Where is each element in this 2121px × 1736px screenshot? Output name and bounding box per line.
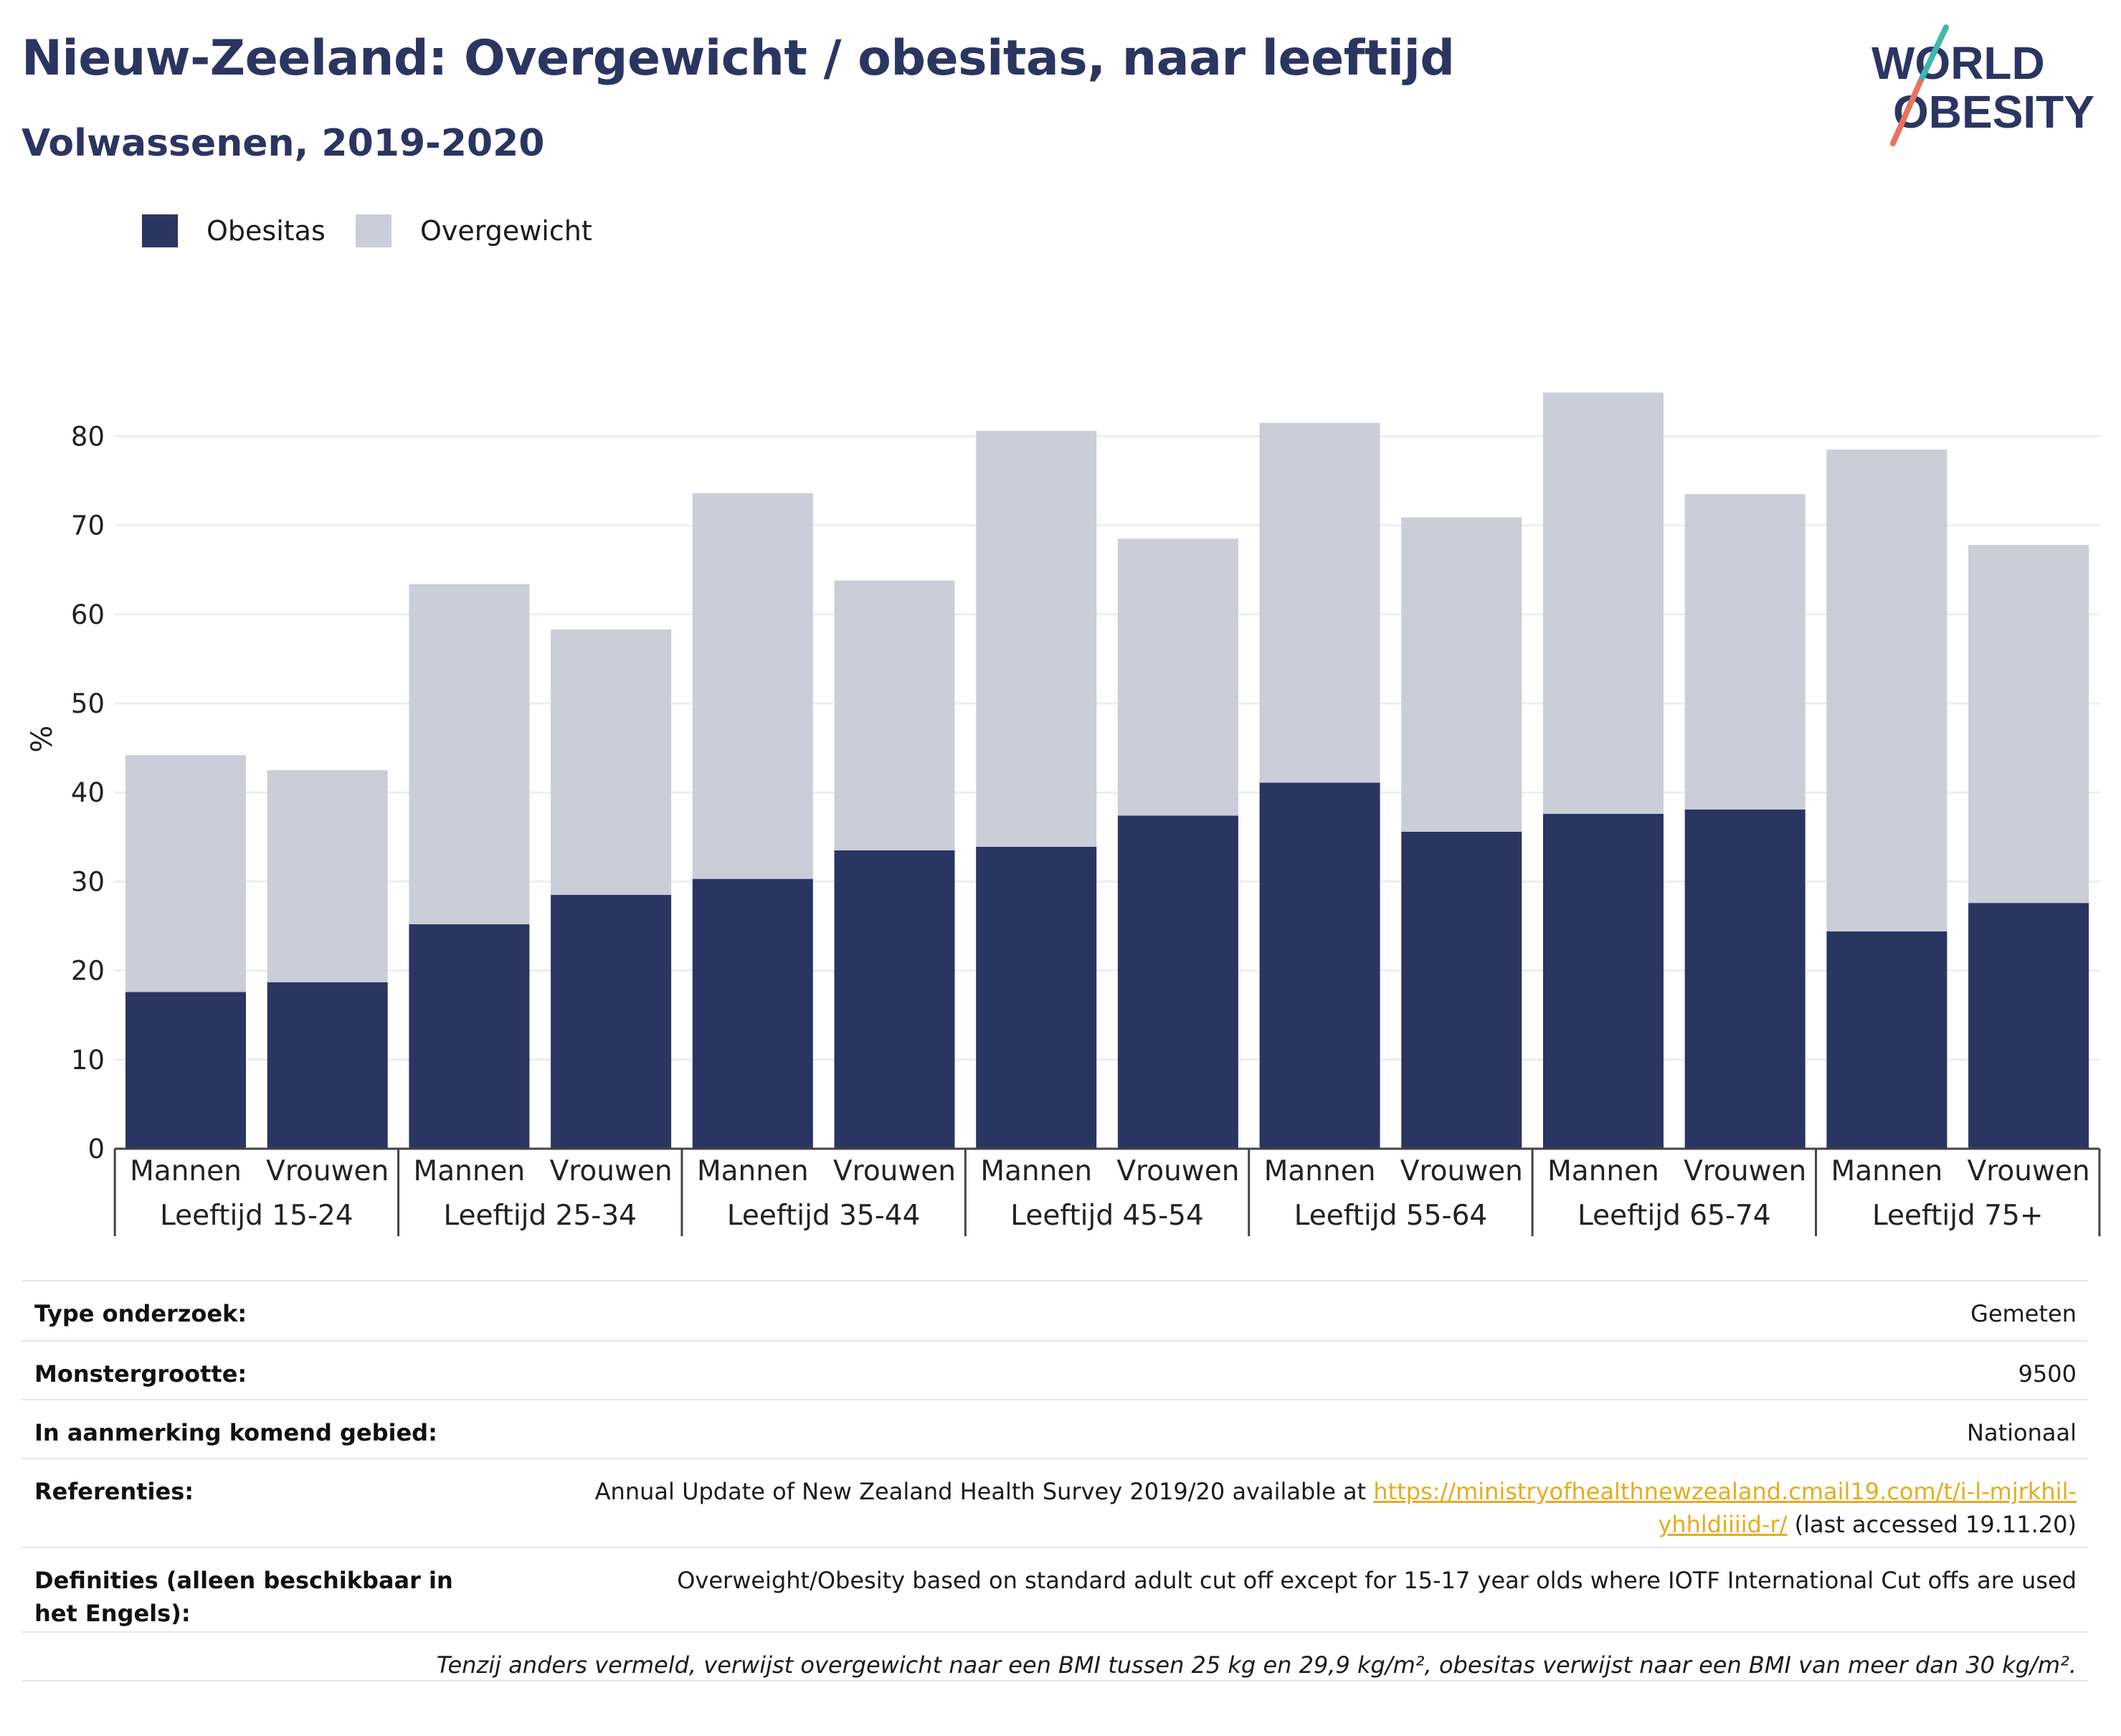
bar-obesity[interactable] (551, 895, 672, 1149)
bar-obesity[interactable] (409, 924, 530, 1149)
bar-obesity[interactable] (692, 878, 813, 1149)
bar-overweight[interactable] (976, 430, 1097, 847)
logo-slash-coral (1890, 79, 1923, 146)
legend-item-overweight[interactable]: Overgewicht (356, 212, 592, 250)
meta-value-area: Nationaal (1967, 1419, 2077, 1446)
bar-obesity[interactable] (125, 992, 246, 1149)
bar-overweight[interactable] (1401, 517, 1522, 832)
x-tick-label-sex: Vrouwen (1400, 1155, 1523, 1187)
reference-accessed: (last accessed 19.11.20) (1787, 1511, 2077, 1538)
x-tick-label-sex: Vrouwen (550, 1155, 673, 1187)
x-tick-label-sex: Vrouwen (266, 1155, 389, 1187)
bar-overweight[interactable] (267, 770, 388, 982)
legend-swatch-obesity (142, 214, 178, 247)
bar-overweight[interactable] (1684, 494, 1806, 810)
x-group-label: Leeftijd 25-34 (443, 1200, 637, 1232)
x-group-label: Leeftijd 35-44 (727, 1200, 921, 1232)
x-group-label: Leeftijd 45-54 (1010, 1200, 1204, 1232)
x-tick-label-sex: Mannen (130, 1155, 242, 1187)
bar-obesity[interactable] (1401, 831, 1522, 1149)
bar-overweight[interactable] (1968, 544, 2089, 903)
legend-label-overweight: Overgewicht (420, 215, 592, 247)
bar-overweight[interactable] (1826, 450, 1947, 931)
y-tick-label: 10 (71, 1045, 105, 1076)
bar-obesity[interactable] (1684, 809, 1806, 1149)
reference-text: Annual Update of New Zealand Health Surv… (594, 1478, 1374, 1505)
y-tick-label: 0 (87, 1134, 105, 1165)
bar-overweight[interactable] (834, 580, 955, 850)
x-group-label: Leeftijd 75+ (1872, 1200, 2044, 1232)
legend-item-obesity[interactable]: Obesitas (142, 212, 326, 250)
bars (125, 392, 2089, 1149)
bar-obesity[interactable] (976, 846, 1097, 1149)
bar-obesity[interactable] (1968, 903, 2089, 1149)
y-tick-label: 60 (71, 599, 105, 630)
y-tick-label: 30 (71, 866, 105, 897)
meta-label-references: Referenties: (34, 1478, 194, 1505)
x-tick-label-sex: Mannen (980, 1155, 1092, 1187)
meta-row-sample-size: Monstergrootte: 9500 (22, 1340, 2088, 1399)
meta-row-footnote: Tenzij anders vermeld, verwijst overgewi… (22, 1631, 2088, 1682)
bar-overweight[interactable] (409, 584, 530, 925)
chart-subtitle: Volwassenen, 2019-2020 (22, 122, 545, 165)
meta-value-references: Annual Update of New Zealand Health Surv… (535, 1475, 2077, 1547)
world-obesity-logo: WORLD OBESITY (1871, 24, 2094, 146)
x-group-label: Leeftijd 55-64 (1294, 1200, 1488, 1232)
y-tick-label: 40 (71, 777, 105, 808)
survey-info-table: Type onderzoek: Gemeten Monstergrootte: … (22, 1280, 2088, 1682)
meta-label-sample-size: Monstergrootte: (34, 1360, 247, 1388)
y-tick-label: 50 (71, 688, 105, 719)
bar-obesity[interactable] (267, 982, 388, 1149)
bar-overweight[interactable] (125, 755, 246, 992)
bar-obesity[interactable] (1259, 782, 1380, 1149)
legend-swatch-overweight (356, 214, 392, 247)
bar-obesity[interactable] (1117, 815, 1238, 1149)
x-tick-label-sex: Vrouwen (1968, 1155, 2090, 1187)
meta-label-area: In aanmerking komend gebied: (34, 1419, 437, 1446)
y-tick-label: 80 (71, 421, 105, 452)
x-tick-label-sex: Mannen (414, 1155, 526, 1187)
legend-label-obesity: Obesitas (207, 215, 326, 247)
y-axis-label: % (26, 726, 59, 753)
logo-slash-teal (1917, 24, 1949, 85)
x-group-label: Leeftijd 65-74 (1577, 1200, 1771, 1232)
logo-line2: OBESITY (1893, 86, 2094, 138)
x-tick-label-sex: Mannen (1264, 1155, 1376, 1187)
meta-value-type: Gemeten (1970, 1300, 2077, 1327)
bar-obesity[interactable] (834, 850, 955, 1149)
meta-row-type: Type onderzoek: Gemeten (22, 1280, 2088, 1340)
meta-value-definitions: Overweight/Obesity based on standard adu… (677, 1567, 2077, 1594)
bar-overweight[interactable] (1543, 392, 1664, 815)
x-tick-label-sex: Mannen (1547, 1155, 1659, 1187)
x-tick-label-sex: Mannen (697, 1155, 809, 1187)
bar-obesity[interactable] (1543, 814, 1664, 1149)
y-tick-label: 20 (71, 956, 105, 987)
meta-row-references: Referenties: Annual Update of New Zealan… (22, 1458, 2088, 1547)
stacked-bar-chart: 0 10 20 30 40 50 60 70 80% Mannen Vrouwen Mannen Vro… (26, 392, 2101, 1236)
y-tick-label: 70 (71, 511, 105, 541)
meta-row-definitions: Definities (alleen beschikbaar in het En… (22, 1547, 2088, 1631)
logo-line1: WORLD (1871, 37, 2045, 89)
x-group-label: Leeftijd 15-24 (160, 1200, 354, 1232)
x-tick-label-sex: Vrouwen (1684, 1155, 1806, 1187)
bar-overweight[interactable] (692, 493, 813, 879)
meta-row-area: In aanmerking komend gebied: Nationaal (22, 1399, 2088, 1458)
meta-label-type: Type onderzoek: (34, 1300, 247, 1327)
x-tick-label-sex: Vrouwen (1116, 1155, 1239, 1187)
footnote: Tenzij anders vermeld, verwijst overgewi… (436, 1651, 2077, 1679)
meta-label-definitions: Definities (alleen beschikbaar in het En… (34, 1567, 453, 1627)
x-tick-label-sex: Vrouwen (833, 1155, 956, 1187)
x-tick-label-sex: Mannen (1831, 1155, 1943, 1187)
bar-overweight[interactable] (1117, 539, 1238, 816)
chart-title: Nieuw-Zeeland: Overgewicht / obesitas, n… (22, 30, 1455, 87)
reference-link[interactable]: https://ministryofhealthnewzealand.cmail… (1373, 1478, 2077, 1538)
bar-overweight[interactable] (1259, 422, 1380, 783)
meta-value-sample-size: 9500 (2018, 1360, 2077, 1388)
bar-obesity[interactable] (1826, 931, 1947, 1149)
bar-overweight[interactable] (551, 629, 672, 896)
axes: 0 10 20 30 40 50 60 70 80% Mannen Vrouwen Mannen Vro… (26, 421, 2101, 1236)
